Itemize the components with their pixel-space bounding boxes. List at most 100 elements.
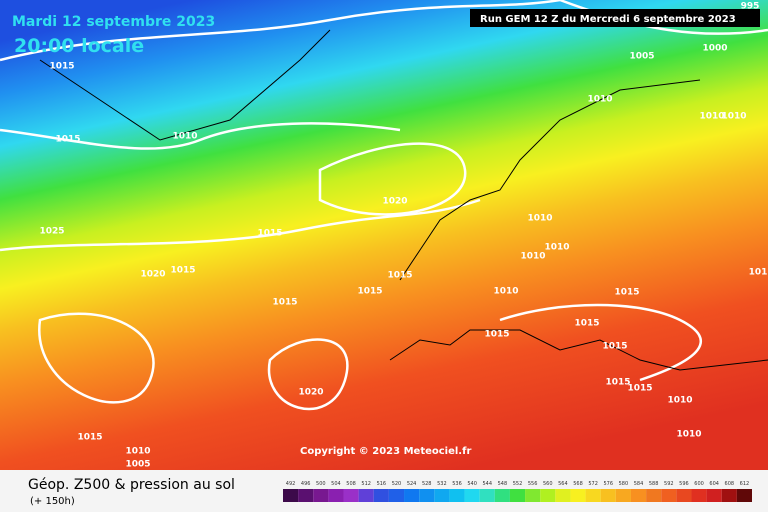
legend-label: 528 — [422, 481, 432, 487]
legend-swatch — [721, 489, 737, 502]
isobar-label: 1010 — [587, 95, 612, 105]
isobar-label: 1005 — [125, 460, 150, 470]
legend-swatch — [600, 489, 616, 502]
legend-swatch — [343, 489, 359, 502]
legend-label: 540 — [467, 481, 477, 487]
isobar-label: 1010 — [667, 396, 692, 406]
legend-label: 492 — [286, 481, 296, 487]
legend-label: 556 — [528, 481, 538, 487]
legend-swatch — [691, 489, 707, 502]
isobar-label: 1010 — [172, 132, 197, 142]
run: Run GEM 12 Z du Mercredi 6 septembre 202… — [480, 14, 736, 25]
legend-label: 604 — [709, 481, 719, 487]
legend-label: 532 — [437, 481, 447, 487]
isobar-label: 1010 — [125, 447, 150, 457]
isobar-label: 1015 — [170, 266, 195, 276]
legend-swatch — [328, 489, 344, 502]
isobar-label: 995 — [741, 2, 760, 12]
isobar-label: 1015 — [614, 288, 639, 298]
isobar-label: 1015 — [574, 319, 599, 329]
legend-swatch — [404, 489, 420, 502]
isobar-label: 1015 — [357, 287, 382, 297]
legend-swatch — [570, 489, 586, 502]
isobar-label: 1010 — [527, 214, 552, 224]
legend-swatch — [615, 489, 631, 502]
legend-swatch — [736, 489, 752, 502]
field — [0, 0, 768, 470]
legend-label: 512 — [361, 481, 371, 487]
legend-swatch — [419, 489, 435, 502]
run-box — [470, 9, 760, 27]
time: 20:00 locale — [14, 35, 144, 57]
legend-label: 572 — [588, 481, 598, 487]
legend-swatch — [313, 489, 329, 502]
legend-swatch — [676, 489, 692, 502]
isobar-label: 1015 — [605, 378, 630, 388]
legend-swatch — [706, 489, 722, 502]
legend-swatch — [434, 489, 450, 502]
legend-label: 588 — [649, 481, 659, 487]
coastlines — [39, 29, 768, 371]
footer-lead: (+ 150h) — [30, 496, 75, 507]
isobar-label: 1010 — [493, 287, 518, 297]
legend-swatch — [630, 489, 647, 502]
legend-swatch — [449, 489, 465, 502]
legend-label: 612 — [740, 481, 750, 487]
legend-swatch — [373, 489, 389, 502]
isobar-label: 1015 — [627, 384, 652, 394]
legend-swatch — [283, 489, 299, 502]
isobar-label: 1015 — [49, 62, 74, 72]
isobar-label: 1010 — [520, 252, 545, 262]
legend-label: 592 — [664, 481, 674, 487]
legend-label: 500 — [316, 481, 326, 487]
legend-swatch — [555, 489, 571, 502]
isobar-label: 1015 — [77, 433, 102, 443]
legend-label: 580 — [619, 481, 629, 487]
isobar-label: 1010 — [699, 112, 724, 122]
legend-swatch — [479, 489, 495, 502]
legend-label: 536 — [452, 481, 462, 487]
legend-swatch — [358, 489, 374, 502]
isobar-label: 1020 — [382, 197, 407, 207]
legend-label: 520 — [392, 481, 402, 487]
legend-swatch — [464, 489, 480, 502]
legend-label: 548 — [498, 481, 508, 487]
legend-label: 496 — [301, 481, 311, 487]
legend-swatch — [661, 489, 677, 502]
legend-label: 524 — [407, 481, 417, 487]
isobar-label: 1000 — [702, 44, 727, 54]
isobar-label: 101 — [749, 268, 768, 278]
legend-swatch — [388, 489, 405, 502]
isobar-label: 1020 — [140, 270, 165, 280]
isobar-label: 1015 — [484, 330, 509, 340]
legend-swatch — [540, 489, 556, 502]
legend-label: 544 — [482, 481, 492, 487]
legend-label: 600 — [694, 481, 704, 487]
legend-label: 504 — [331, 481, 341, 487]
isobar-label: 1010 — [721, 112, 746, 122]
legend-swatch — [646, 489, 662, 502]
isobar-label: 1020 — [298, 388, 323, 398]
isobar-label: 1015 — [387, 271, 412, 281]
isobar-label: 1010 — [544, 243, 569, 253]
legend-label: 516 — [377, 481, 387, 487]
isobar-label: 1015 — [257, 229, 282, 239]
legend-label: 576 — [604, 481, 614, 487]
isobar-label: 1005 — [629, 52, 654, 62]
legend-label: 596 — [679, 481, 689, 487]
legend-swatch — [525, 489, 541, 502]
date: Mardi 12 septembre 2023 — [12, 14, 215, 30]
isobar-label: 1015 — [602, 342, 627, 352]
legend-label: 560 — [543, 481, 553, 487]
legend-label: 552 — [513, 481, 523, 487]
isobar-label: 1015 — [272, 298, 297, 308]
footer-title: Géop. Z500 & pression au sol — [28, 477, 235, 493]
isobar-label: 1015 — [55, 135, 80, 145]
legend-label: 584 — [634, 481, 644, 487]
legend-label: 564 — [558, 481, 568, 487]
legend-swatch — [298, 489, 314, 502]
copyright: Copyright © 2023 Meteociel.fr — [300, 446, 471, 457]
